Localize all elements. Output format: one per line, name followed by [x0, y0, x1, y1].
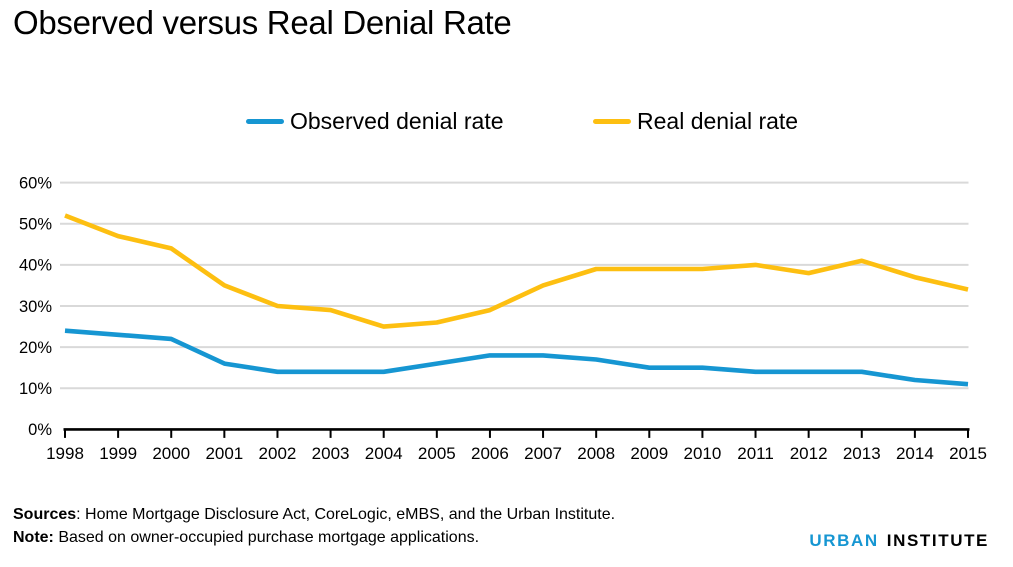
y-tick-label-30%: 30%	[19, 298, 52, 316]
x-tick-label-2007: 2007	[524, 444, 562, 463]
chart-title: Observed versus Real Denial Rate	[13, 4, 512, 41]
y-tick-label-60%: 60%	[19, 174, 52, 192]
x-tick-label-2013: 2013	[843, 444, 881, 463]
note-line: Note: Based on owner-occupied purchase m…	[13, 526, 615, 549]
legend-item-real: Real denial rate	[593, 106, 798, 136]
x-tick-label-2003: 2003	[312, 444, 350, 463]
sources-label: Sources	[13, 506, 77, 523]
x-tick-label-2011: 2011	[737, 444, 774, 463]
logo-institute-text: INSTITUTE	[886, 531, 989, 550]
sources-text: : Home Mortgage Disclosure Act, CoreLogi…	[76, 506, 616, 523]
y-tick-label-0%: 0%	[28, 421, 52, 439]
legend-item-observed: Observed denial rate	[246, 106, 504, 136]
x-tick-label-2005: 2005	[418, 444, 456, 463]
note-text: Based on owner-occupied purchase mortgag…	[53, 529, 480, 546]
source-note-block: Sources: Home Mortgage Disclosure Act, C…	[13, 503, 615, 549]
x-tick-label-2001: 2001	[205, 444, 243, 463]
x-tick-label-2009: 2009	[630, 444, 668, 463]
y-tick-label-10%: 10%	[19, 380, 52, 398]
legend-label-real: Real denial rate	[637, 107, 799, 134]
series-line-observed-denial-rate	[64, 328, 969, 387]
x-tick-label-2015: 2015	[949, 444, 987, 463]
x-tick-label-2010: 2010	[683, 444, 721, 463]
y-tick-label-20%: 20%	[19, 339, 52, 357]
note-label: Note:	[13, 529, 54, 546]
legend-swatch-observed-icon	[246, 118, 284, 124]
x-tick-label-2014: 2014	[896, 444, 934, 463]
series-line-real-denial-rate	[64, 213, 969, 329]
y-tick-label-50%: 50%	[19, 216, 52, 234]
x-tick-label-2004: 2004	[365, 444, 403, 463]
legend-label-observed: Observed denial rate	[290, 107, 504, 134]
x-tick-label-2002: 2002	[259, 444, 297, 463]
x-tick-label-1999: 1999	[99, 444, 137, 463]
urban-institute-logo: URBAN INSTITUTE	[809, 531, 989, 551]
x-tick-label-2000: 2000	[152, 444, 190, 463]
x-tick-label-2006: 2006	[471, 444, 509, 463]
x-tick-label-2008: 2008	[577, 444, 615, 463]
legend: Observed denial rate Real denial rate	[0, 106, 1013, 136]
sources-line: Sources: Home Mortgage Disclosure Act, C…	[13, 503, 615, 526]
legend-swatch-real-icon	[593, 118, 631, 124]
logo-urban-text: URBAN	[809, 531, 879, 550]
y-tick-label-40%: 40%	[19, 257, 52, 275]
x-tick-label-2012: 2012	[790, 444, 828, 463]
x-tick-label-1998: 1998	[46, 444, 84, 463]
